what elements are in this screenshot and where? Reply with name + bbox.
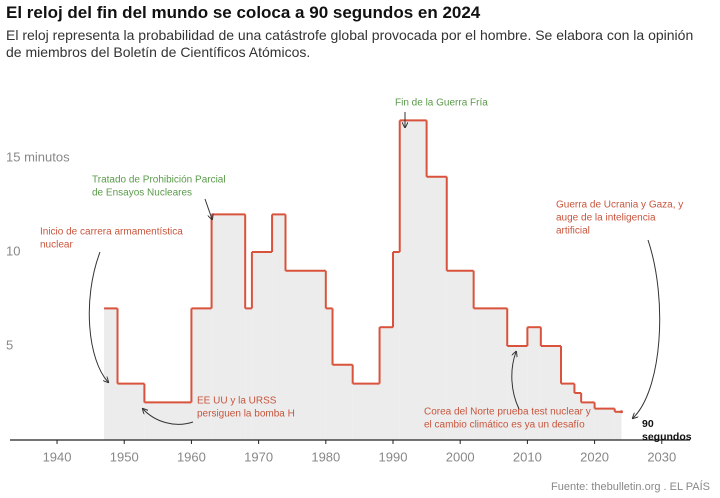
area-segment (245, 308, 252, 440)
area-segment (211, 214, 246, 440)
area-segment (104, 308, 118, 440)
annotation: Inicio de carrera armamentística (40, 227, 183, 238)
area-segment (574, 393, 582, 440)
area-segment (144, 402, 192, 440)
annotation: Corea del Norte prueba test nuclear y (424, 407, 591, 418)
x-tick-label: 1980 (311, 449, 340, 464)
annotation: EE UU y la URSS (197, 396, 277, 407)
annotation: el cambio climático es ya un desafío (424, 420, 585, 431)
chart: 5 10 15 minutos 1940 1950 1960 1970 1980 1990 200… (6, 98, 692, 465)
area-segment (393, 252, 400, 440)
area-segment (614, 411, 622, 440)
area-segment (399, 120, 427, 441)
arrows (88, 112, 661, 425)
area-segment (285, 270, 326, 440)
area-segment (272, 214, 286, 440)
area-segment (594, 408, 615, 440)
area-segment (527, 327, 541, 440)
annotation: artificial (556, 226, 590, 237)
x-tick-label: 2000 (446, 449, 475, 464)
annotation: persiguen la bomba H (197, 409, 295, 420)
x-tick-label: 2020 (580, 449, 609, 464)
x-tick-label: 2030 (647, 449, 676, 464)
x-tick-label: 1960 (177, 449, 206, 464)
area-segment (379, 327, 394, 440)
area-segment (581, 402, 595, 440)
area-segment (446, 270, 474, 440)
area-segment (117, 383, 145, 440)
area-segment (251, 252, 273, 440)
x-tick-label: 1940 (43, 449, 72, 464)
annotation: de Ensayos Nucleares (92, 188, 192, 199)
arrow (633, 239, 661, 418)
arrow (204, 198, 212, 219)
x-tick-label: 2010 (513, 449, 542, 464)
annotation: segundos (642, 431, 692, 443)
arrow (511, 352, 520, 410)
title: El reloj del fin del mundo se coloca a 9… (6, 3, 481, 22)
arrow (143, 409, 194, 425)
area-segment (332, 364, 353, 440)
annotation: Tratado de Prohibición Parcial (92, 175, 226, 186)
area-segment (426, 176, 447, 441)
x-tick-label: 1990 (379, 449, 408, 464)
y-tick-label: 15 minutos (6, 149, 70, 164)
x-tick-label: 1950 (110, 449, 139, 464)
y-tick-label: 10 (6, 243, 20, 258)
area-segment (325, 308, 333, 440)
annotation: Fin de la Guerra Fría (395, 98, 488, 109)
arrow (88, 251, 108, 382)
area-segment (352, 383, 380, 440)
area-segment (473, 308, 508, 440)
annotation: Guerra de Ucrania y Gaza, y (556, 200, 683, 211)
area-segment (540, 346, 561, 440)
annotation: nuclear (40, 240, 73, 251)
area-segment (191, 308, 212, 440)
plot: 5 10 15 minutos 1940 1950 1960 1970 1980 1990 200… (6, 98, 692, 465)
annotation: auge de la inteligencia (556, 213, 656, 224)
annotation: 90 (642, 418, 654, 430)
y-tick-label: 5 (6, 337, 13, 352)
end-point (619, 410, 623, 414)
area-segment (560, 383, 575, 440)
x-tick-label: 1970 (244, 449, 273, 464)
subtitle: El reloj representa la probabilidad de u… (6, 27, 694, 60)
source: Fuente: thebulletin.org . EL PAÍS (551, 481, 710, 493)
